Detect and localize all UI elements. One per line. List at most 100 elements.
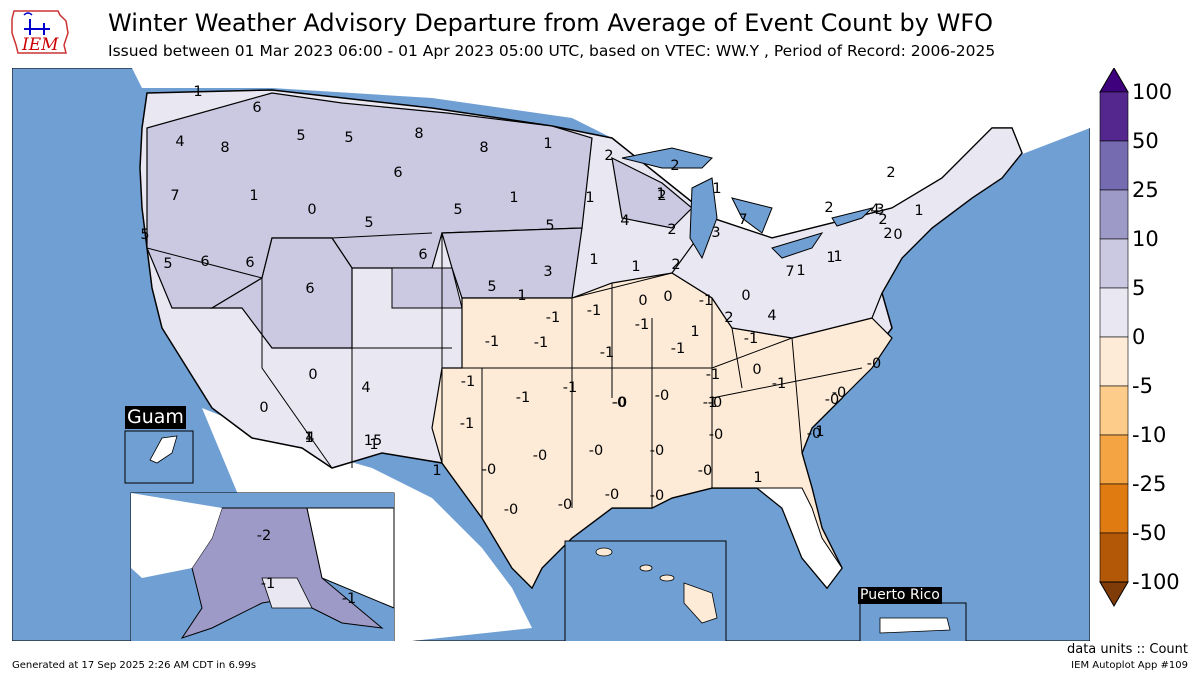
data-units-label: data units :: Count	[1066, 642, 1188, 657]
guam-label: Guam	[125, 406, 186, 429]
wfo-value-label: -0	[650, 488, 664, 504]
wfo-value-label: 2	[824, 200, 833, 216]
colorbar-tick-label: -5	[1132, 374, 1153, 398]
wfo-value-label: 2	[657, 188, 666, 204]
wfo-value-label: -0	[504, 502, 518, 518]
puerto-rico-label: Puerto Rico	[858, 587, 942, 604]
wfo-value-label: -1	[703, 395, 717, 411]
wfo-value-label: 5	[140, 227, 149, 243]
colorbar-segment	[1099, 91, 1129, 142]
wfo-value-label: 0	[741, 288, 750, 304]
wfo-value-label: -0	[605, 487, 619, 503]
wfo-value-label: 1	[833, 249, 842, 265]
colorbar-tick-label: 10	[1132, 227, 1159, 251]
wfo-value-label: 1	[712, 181, 721, 197]
colorbar-tick-label: 0	[1132, 325, 1146, 349]
wfo-value-label: 1	[589, 252, 598, 268]
wfo-value-label: 0	[893, 227, 902, 243]
wfo-value-label: -0	[867, 356, 881, 372]
wfo-value-label: 1	[656, 186, 665, 202]
colorbar-segment	[1099, 532, 1129, 583]
wfo-value-label: 6	[245, 255, 254, 271]
wfo-value-label: -1	[706, 367, 720, 383]
colorbar	[1098, 67, 1158, 608]
wfo-value-label: -1	[485, 334, 499, 350]
wfo-value-label: 6	[393, 165, 402, 181]
wfo-value-label: 7	[170, 188, 179, 204]
wfo-value-label: 4	[767, 308, 776, 324]
wfo-value-label: 4	[620, 213, 629, 229]
wfo-value-label: 5	[163, 256, 172, 272]
wfo-value-label: -1	[461, 374, 475, 390]
wfo-value-label: 8	[479, 140, 488, 156]
wfo-value-label: 6	[252, 100, 261, 116]
wfo-value-label: -0	[482, 462, 496, 478]
colorbar-segment	[1099, 238, 1129, 289]
guam-inset	[124, 430, 194, 484]
wfo-value-label: 1	[249, 188, 258, 204]
wfo-value-label: 1	[815, 424, 824, 440]
wfo-value-label: 1	[585, 190, 594, 206]
wfo-value-label: 3	[543, 264, 552, 280]
wfo-value-label: 6	[200, 254, 209, 270]
colorbar-tick-label: 50	[1132, 129, 1159, 153]
colorbar-segment	[1099, 385, 1129, 436]
wfo-value-label: 1	[517, 288, 526, 304]
colorbar-tick-label: -10	[1132, 423, 1167, 447]
wfo-value-label: -0	[825, 392, 839, 408]
wfo-value-label: 7	[738, 212, 747, 228]
wfo-value-label: 1	[631, 259, 640, 275]
wfo-value-label: 6	[305, 281, 314, 297]
wfo-value-label: 1	[826, 250, 835, 266]
wfo-value-label: 1	[543, 136, 552, 152]
wfo-value-label: -0	[709, 427, 723, 443]
wfo-value-label: 1	[193, 84, 202, 100]
wfo-value-label: 3	[711, 225, 720, 241]
wfo-value-label: 2	[883, 226, 892, 242]
wfo-value-label: 5	[487, 279, 496, 295]
colorbar-extend-low	[1099, 581, 1129, 607]
wfo-value-label: 1	[753, 470, 762, 486]
wfo-value-label: -1	[600, 345, 614, 361]
wfo-value-label: 8	[220, 140, 229, 156]
puerto-rico-inset	[859, 602, 967, 654]
wfo-value-label: 6	[418, 247, 427, 263]
wfo-value-label: 0	[307, 202, 316, 218]
wfo-value-label: -1	[635, 317, 649, 333]
wfo-value-label: -0	[612, 395, 626, 411]
hawaii-inset	[564, 540, 727, 649]
wfo-value-label: 0	[259, 400, 268, 416]
wfo-value-label: 5	[364, 215, 373, 231]
wfo-value-label: 2	[667, 222, 676, 238]
wfo-value-label: 7	[785, 264, 794, 280]
colorbar-segment	[1099, 140, 1129, 191]
wfo-value-label: -1	[546, 310, 560, 326]
wfo-value-label: 2	[724, 310, 733, 326]
wfo-value-label: -1	[460, 416, 474, 432]
wfo-value-label: 1	[796, 263, 805, 279]
wfo-value-label: 2	[670, 158, 679, 174]
wfo-value-label: 4	[305, 430, 314, 446]
wfo-value-label: 1	[509, 190, 518, 206]
colorbar-extend-high	[1099, 67, 1129, 93]
map-subtitle: Issued between 01 Mar 2023 06:00 - 01 Ap…	[108, 42, 996, 60]
colorbar-tick-label: -100	[1132, 570, 1180, 594]
wfo-value-label: -0	[589, 443, 603, 459]
wfo-value-label: -1	[534, 335, 548, 351]
wfo-value-label: -1	[587, 303, 601, 319]
wfo-value-label: -1	[744, 331, 758, 347]
colorbar-tick-label: 5	[1132, 276, 1146, 300]
wfo-value-label: 5	[453, 202, 462, 218]
map-title: Winter Weather Advisory Departure from A…	[108, 9, 994, 37]
wfo-value-label: 5	[545, 218, 554, 234]
iem-logo[interactable]: IEM	[8, 5, 74, 57]
wfo-value-label: -1	[342, 591, 356, 607]
wfo-value-label: 1	[304, 430, 313, 446]
wfo-value-label: -1	[772, 376, 786, 392]
wfo-value-label: 0	[752, 362, 761, 378]
wfo-value-label: 1	[369, 437, 378, 453]
wfo-value-label: -0	[807, 426, 821, 442]
wfo-value-label: 4	[870, 202, 879, 218]
wfo-value-label: -0	[698, 463, 712, 479]
